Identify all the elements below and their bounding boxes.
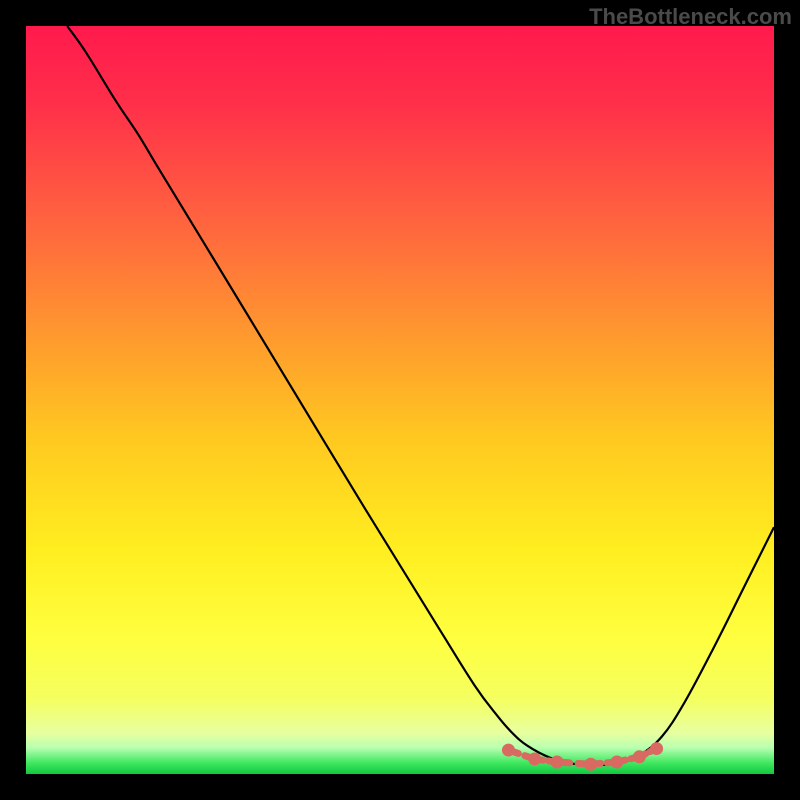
optimal-point-marker: [633, 750, 646, 763]
optimal-point-marker: [610, 756, 623, 769]
optimal-point-marker: [502, 744, 515, 757]
plot-area: [26, 26, 774, 774]
optimal-point-marker: [650, 742, 663, 755]
optimal-range-markers: [26, 26, 774, 774]
optimal-point-marker: [528, 753, 541, 766]
optimal-point-marker: [584, 758, 597, 771]
optimal-point-marker: [551, 756, 564, 769]
watermark-text: TheBottleneck.com: [589, 4, 792, 30]
